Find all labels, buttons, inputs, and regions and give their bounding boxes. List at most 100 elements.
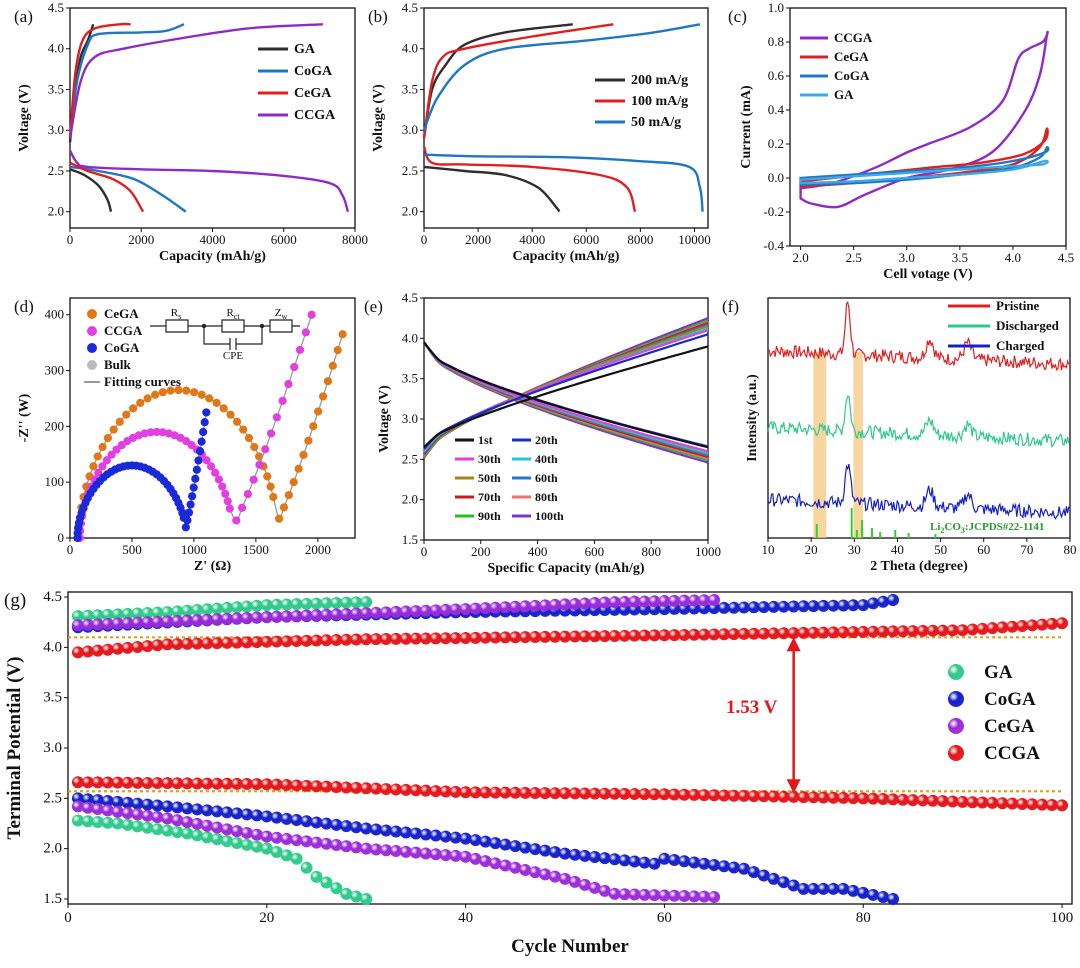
- data-point: [261, 445, 270, 454]
- cycle-point: [370, 633, 383, 646]
- cycle-point: [698, 789, 711, 802]
- cycle-point: [588, 630, 601, 643]
- x-axis-title: Capacity (mAh/g): [513, 249, 620, 264]
- cycle-point: [986, 796, 999, 809]
- data-point: [189, 483, 198, 492]
- cycle-point: [310, 634, 323, 647]
- cycle-point: [767, 627, 780, 640]
- data-point: [272, 413, 281, 422]
- cycle-point: [390, 783, 403, 796]
- cycle-point: [1016, 797, 1029, 810]
- data-point: [98, 442, 107, 452]
- cycle-point: [648, 889, 661, 902]
- cycle-point: [360, 842, 373, 855]
- cycle-point: [678, 788, 691, 801]
- data-point: [269, 492, 278, 502]
- cycle-point: [737, 862, 750, 875]
- data-point: [212, 398, 221, 408]
- data-point: [107, 450, 116, 459]
- cycle-point: [211, 613, 224, 626]
- cycle-point: [131, 616, 144, 629]
- x-tick-label: 3.5: [952, 250, 968, 265]
- data-point: [158, 388, 167, 397]
- cycle-point: [678, 855, 691, 868]
- cycle-point: [767, 872, 780, 885]
- y-tick-label: 2.0: [48, 204, 64, 219]
- cycle-point: [877, 595, 890, 608]
- cycle-point: [191, 777, 204, 790]
- data-point: [309, 422, 318, 431]
- cycle-point: [340, 633, 353, 646]
- cycle-point: [598, 787, 611, 800]
- data-point: [328, 361, 337, 370]
- series-line: [68, 149, 350, 213]
- cycle-point: [658, 595, 671, 608]
- cycle-point: [1006, 620, 1019, 633]
- y-tick-label: 1.0: [768, 0, 784, 15]
- x-axis-title: Cell votage (V): [883, 267, 973, 282]
- plot-frame: [789, 7, 1067, 247]
- cycle-point: [151, 639, 164, 652]
- cycle-point: [718, 628, 731, 641]
- cycle-point: [797, 791, 810, 804]
- zw-label-sub: w: [281, 312, 287, 321]
- x-tick-label: 2000: [305, 542, 331, 557]
- cycle-point: [916, 624, 929, 637]
- cycle-point: [290, 598, 303, 611]
- y-tick-label: 400: [45, 307, 65, 322]
- cycle-point: [459, 832, 472, 845]
- cycle-point: [897, 793, 910, 806]
- panel-e: 0 200 400 600 800 1000 1.5 2.0 2.5 3.0 3.5 4.0 4.5 Sp…: [364, 290, 721, 576]
- cycle-point: [628, 888, 641, 901]
- cycle-point: [310, 870, 323, 883]
- cycle-point: [151, 606, 164, 619]
- cycle-point: [797, 882, 810, 895]
- series-line: [422, 23, 701, 131]
- x-tick-label: 0: [421, 232, 428, 247]
- legend-entry: Pristine: [996, 298, 1040, 313]
- cycle-point: [300, 861, 313, 874]
- cycle-point: [827, 882, 840, 895]
- cycle-point: [539, 844, 552, 857]
- cycle-point: [270, 778, 283, 791]
- data-point: [94, 468, 103, 477]
- cycle-point: [131, 797, 144, 810]
- cycle-point: [588, 881, 601, 894]
- x-tick-label: 10: [762, 542, 775, 557]
- cycle-point: [1026, 619, 1039, 632]
- data-point: [263, 472, 272, 481]
- cycle-point: [568, 597, 581, 610]
- data-point: [93, 452, 102, 461]
- cycle-point: [489, 837, 502, 850]
- x-tick-label: 6000: [573, 232, 599, 247]
- cycle-point: [320, 817, 333, 830]
- cycle-point: [996, 621, 1009, 634]
- cycle-point: [240, 612, 253, 625]
- cycle-point: [91, 794, 104, 807]
- circuit-wires: [150, 319, 300, 350]
- series-line: [69, 165, 187, 213]
- data-point: [284, 379, 293, 389]
- cycle-point: [320, 780, 333, 793]
- cycle-point: [1036, 618, 1049, 631]
- cycle-point: [936, 624, 949, 637]
- cycle-point: [877, 625, 890, 638]
- cycle-point: [698, 857, 711, 870]
- panel-g: 0 20 40 60 80 100 1.5 2.0 2.5 3.0 3.5 4.0 4.5 Cycle N…: [4, 589, 1073, 957]
- cycle-point: [469, 786, 482, 799]
- cycle-point: [111, 776, 124, 789]
- cycle-point: [409, 605, 422, 618]
- cycle-point: [141, 809, 154, 822]
- cycle-point: [91, 618, 104, 631]
- cycle-point: [111, 608, 124, 621]
- cycle-point: [598, 884, 611, 897]
- xrd-pattern: [767, 463, 1070, 520]
- cycle-point: [71, 619, 84, 632]
- plot-frame: [767, 297, 1071, 539]
- cycle-point: [191, 829, 204, 842]
- cycle-point: [260, 599, 273, 612]
- cycle-point: [489, 857, 502, 870]
- cycle-point: [688, 594, 701, 607]
- cycle-point: [260, 611, 273, 624]
- cycle-point: [638, 595, 651, 608]
